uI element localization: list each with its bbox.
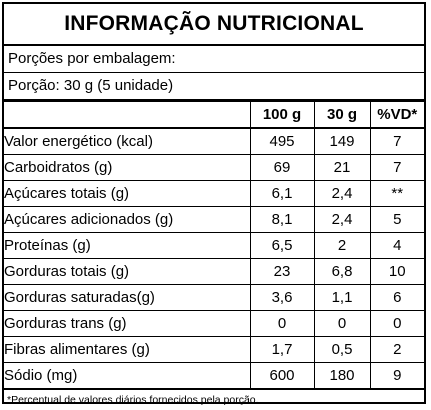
value-30g: 21 [313, 154, 370, 181]
value-100g: 8,1 [249, 206, 314, 233]
value-30g: 2,4 [313, 180, 370, 207]
value-100g: 3,6 [249, 284, 314, 311]
nutrient-name: Açúcares totais (g) [4, 180, 250, 207]
table-row: Gorduras totais (g) 23 6,8 10 [4, 258, 424, 285]
table-row: Açúcares totais (g) 6,1 2,4 ** [4, 180, 424, 207]
header-100g: 100 g [249, 102, 314, 129]
nutrient-name: Sódio (mg) [4, 362, 250, 390]
value-vd: 6 [369, 284, 424, 311]
value-100g: 6,5 [249, 232, 314, 259]
value-100g: 1,7 [249, 336, 314, 363]
value-30g: 2,4 [313, 206, 370, 233]
nutrient-name: Gorduras totais (g) [4, 258, 250, 285]
value-vd: 0 [369, 310, 424, 337]
value-100g: 6,1 [249, 180, 314, 207]
nutrient-name: Fibras alimentares (g) [4, 336, 250, 363]
value-vd: 5 [369, 206, 424, 233]
value-vd: 4 [369, 232, 424, 259]
nutrient-name: Carboidratos (g) [4, 154, 250, 181]
value-vd: 2 [369, 336, 424, 363]
header-blank [4, 102, 250, 129]
value-100g: 23 [249, 258, 314, 285]
value-30g: 0,5 [313, 336, 370, 363]
value-vd: 9 [369, 362, 424, 390]
value-30g: 1,1 [313, 284, 370, 311]
nutrient-name: Valor energético (kcal) [4, 128, 250, 155]
value-30g: 180 [313, 362, 370, 390]
table-row: Carboidratos (g) 69 21 7 [4, 154, 424, 181]
nutrient-name: Gorduras trans (g) [4, 310, 250, 337]
serving-size: Porção: 30 g (5 unidade) [4, 73, 424, 102]
table-row: Sódio (mg) 600 180 9 [4, 362, 424, 390]
value-30g: 149 [313, 128, 370, 155]
footnote: *Percentual de valores diários fornecido… [7, 394, 259, 406]
value-30g: 2 [313, 232, 370, 259]
header-vd: %VD* [369, 102, 424, 129]
value-100g: 0 [249, 310, 314, 337]
value-vd: ** [369, 180, 424, 207]
value-vd: 10 [369, 258, 424, 285]
nutrient-name: Proteínas (g) [4, 232, 250, 259]
value-30g: 6,8 [313, 258, 370, 285]
value-30g: 0 [313, 310, 370, 337]
value-vd: 7 [369, 128, 424, 155]
value-100g: 69 [249, 154, 314, 181]
table-row: Valor energético (kcal) 495 149 7 [4, 128, 424, 155]
value-100g: 600 [249, 362, 314, 390]
header-30g: 30 g [313, 102, 370, 129]
table-row: Fibras alimentares (g) 1,7 0,5 2 [4, 336, 424, 363]
table-row: Proteínas (g) 6,5 2 4 [4, 232, 424, 259]
table-row: Açúcares adicionados (g) 8,1 2,4 5 [4, 206, 424, 233]
table-header-row: 100 g 30 g %VD* [4, 102, 424, 129]
nutrient-name: Gorduras saturadas(g) [4, 284, 250, 311]
table-row: Gorduras trans (g) 0 0 0 [4, 310, 424, 337]
nutrition-facts-panel: INFORMAÇÃO NUTRICIONAL Porções por embal… [2, 2, 426, 406]
table-row: Gorduras saturadas(g) 3,6 1,1 6 [4, 284, 424, 311]
servings-per-package: Porções por embalagem: [4, 46, 424, 73]
nutrient-name: Açúcares adicionados (g) [4, 206, 250, 233]
nutrition-table: 100 g 30 g %VD* Valor energético (kcal) … [4, 102, 424, 390]
value-vd: 7 [369, 154, 424, 181]
panel-title: INFORMAÇÃO NUTRICIONAL [4, 4, 424, 46]
value-100g: 495 [249, 128, 314, 155]
